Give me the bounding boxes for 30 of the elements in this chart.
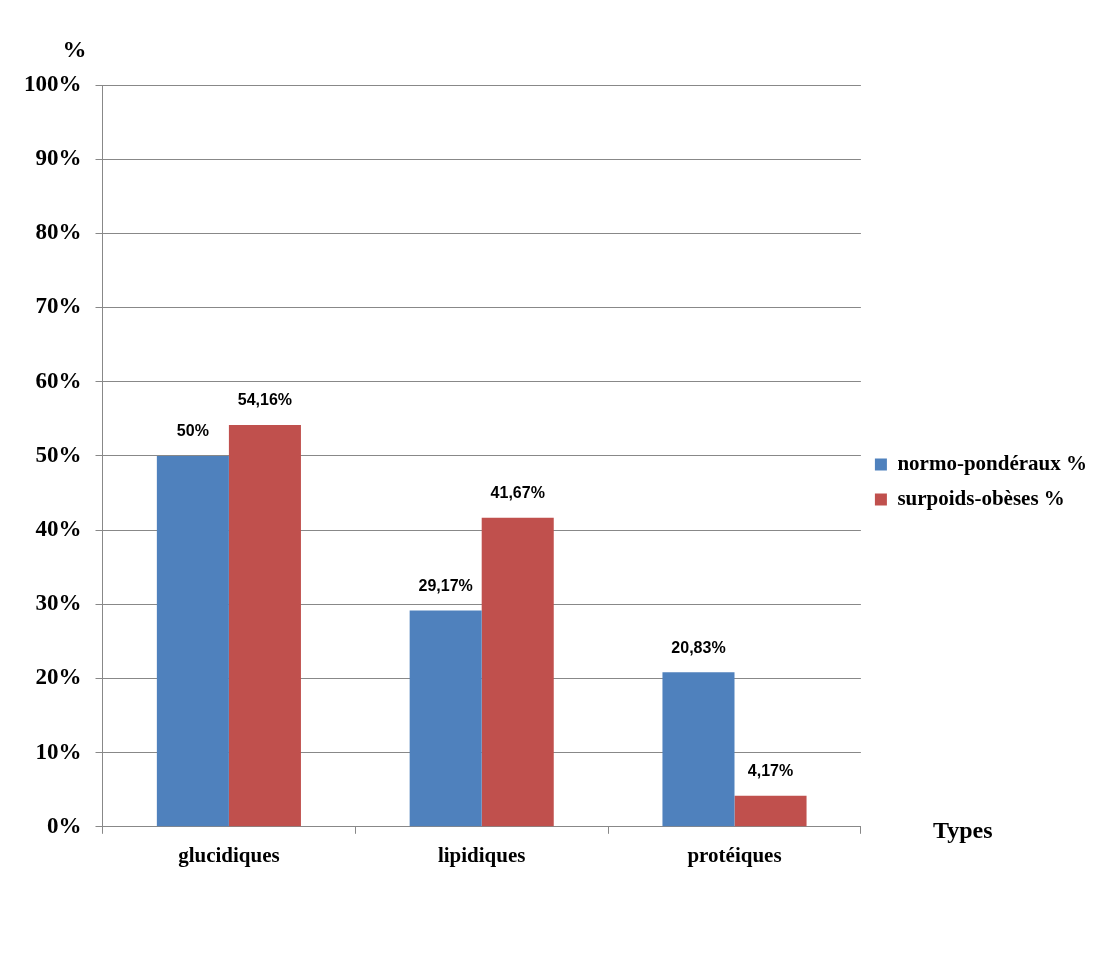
y-tick-label: 30% [35,590,82,616]
bar [734,795,807,827]
y-tick-label: 70% [35,293,82,319]
y-tick-label: 50% [35,441,82,467]
data-label: 50% [176,422,209,440]
y-tick-label: 90% [35,145,82,171]
x-axis-title: Types [932,817,993,843]
data-label: 41,67% [490,484,545,502]
bar [481,517,554,827]
data-label: 4,17% [747,762,794,780]
y-axis-title: % [62,36,87,63]
bar [228,425,301,827]
y-tick-label: 10% [35,738,82,764]
legend-label: normo-pondéraux % [897,450,1088,475]
bar [156,455,229,827]
data-label: 29,17% [418,576,473,594]
y-tick-label: 60% [35,367,82,393]
y-tick-label: 40% [35,516,82,542]
bar [662,672,735,827]
data-label: 20,83% [671,638,726,656]
x-tick-label: lipidiques [437,842,526,867]
y-tick-label: 100% [24,70,82,96]
data-label: 54,16% [237,391,293,409]
y-tick-label: 20% [35,664,82,690]
y-tick-label: 0% [47,812,82,838]
y-tick-label: 80% [35,219,82,245]
x-tick-label: protéiques [687,842,782,867]
legend-label: surpoids-obèses % [897,485,1065,510]
bar [409,610,482,827]
x-tick-label: glucidiques [178,842,280,867]
